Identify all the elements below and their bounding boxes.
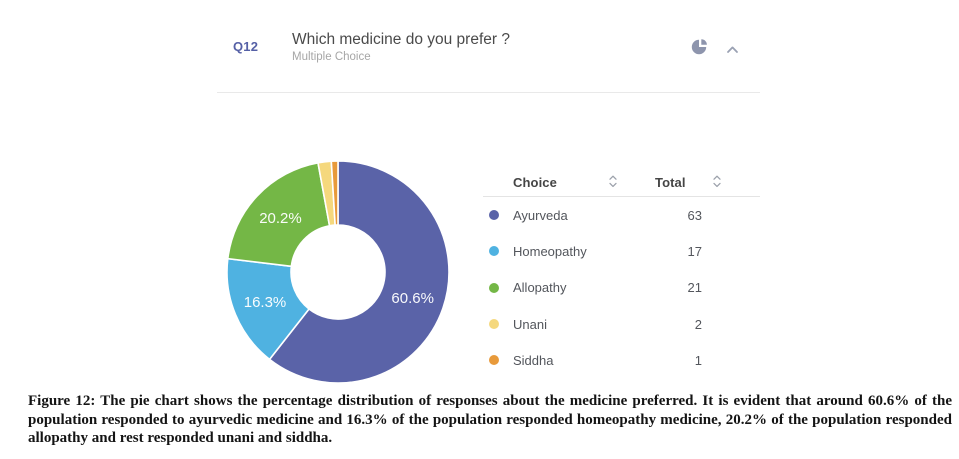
- question-title: Which medicine do you prefer ?: [292, 31, 510, 48]
- choice-label: Homeopathy: [513, 243, 587, 259]
- legend-dot: [489, 319, 499, 330]
- slice-percent-label: 60.6%: [391, 290, 434, 307]
- column-header-total[interactable]: Total: [655, 175, 686, 190]
- choice-total: 21: [687, 280, 702, 296]
- pie-slice-siddha: [330, 160, 339, 226]
- choice-total: 63: [687, 207, 702, 223]
- collapse-button[interactable]: [721, 38, 743, 60]
- sort-arrows-icon[interactable]: [609, 175, 617, 193]
- legend-dot: [489, 282, 499, 293]
- choice-total: 17: [687, 243, 702, 259]
- pie-slice-allopathy: [226, 161, 331, 268]
- donut-chart: 60.6% 16.3% 20.2%: [225, 159, 451, 385]
- question-type-label: Multiple Choice: [292, 51, 371, 63]
- figure-caption: Figure 12: The pie chart shows the perce…: [28, 393, 952, 446]
- choice-label: Ayurveda: [513, 207, 568, 223]
- choice-label: Unani: [513, 316, 547, 332]
- table-row: Allopathy 21: [483, 270, 760, 306]
- choice-total: 2: [694, 316, 702, 332]
- choices-table-body: Ayurveda 63 Homeopathy 17 Allopathy 21 Unani 2 S…: [483, 197, 760, 378]
- table-row: Unani 2: [483, 306, 760, 342]
- header-divider: [217, 92, 760, 93]
- pie-chart-icon: [691, 37, 709, 58]
- choices-table: Choice Total Ayurveda 63 Homeopathy 17 Allop…: [483, 170, 760, 378]
- pie-slice-ayurveda: [268, 160, 450, 384]
- question-number: Q12: [233, 39, 259, 54]
- chevron-up-icon: [726, 42, 739, 57]
- choice-total: 1: [694, 352, 702, 368]
- table-row: Siddha 1: [483, 342, 760, 378]
- legend-dot: [489, 210, 499, 221]
- column-header-choice[interactable]: Choice: [513, 175, 557, 190]
- table-row: Ayurveda 63: [483, 197, 760, 233]
- slice-percent-label: 16.3%: [244, 294, 287, 311]
- legend-dot: [489, 355, 499, 366]
- slice-percent-label: 20.2%: [259, 210, 302, 227]
- sort-arrows-icon[interactable]: [713, 175, 721, 193]
- choice-label: Allopathy: [513, 280, 567, 296]
- choices-table-header: Choice Total: [483, 170, 760, 197]
- legend-dot: [489, 246, 499, 257]
- chart-type-button[interactable]: [689, 36, 711, 58]
- choice-label: Siddha: [513, 352, 554, 368]
- table-row: Homeopathy 17: [483, 233, 760, 269]
